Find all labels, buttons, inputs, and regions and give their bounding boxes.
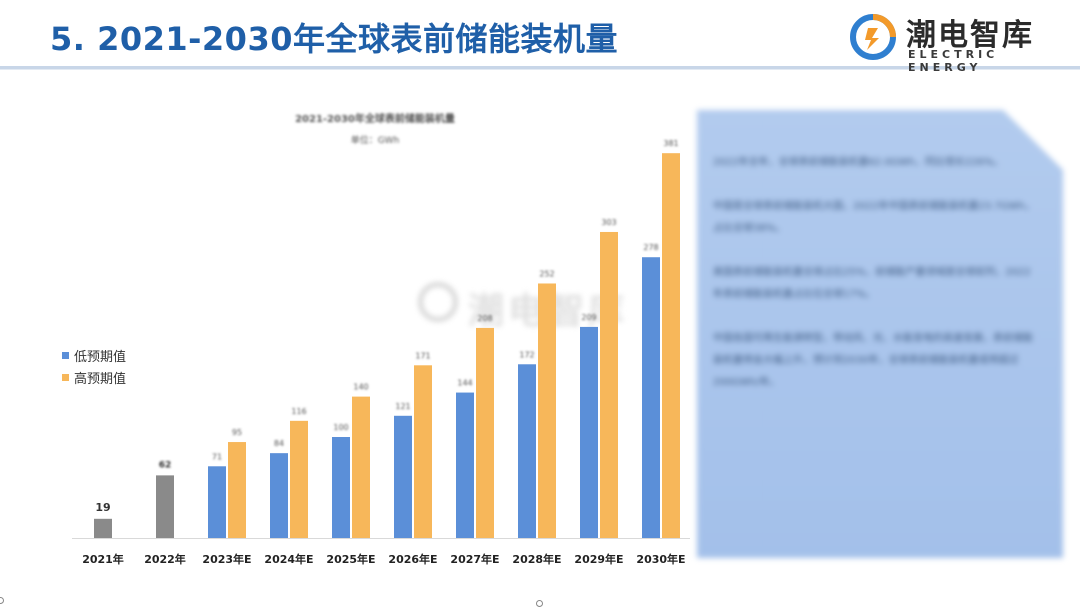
data-label-low: 84 bbox=[274, 439, 284, 448]
data-label-low: 278 bbox=[643, 243, 658, 252]
data-label-low: 172 bbox=[519, 350, 534, 359]
data-label-high: 171 bbox=[415, 351, 430, 360]
x-tick-label: 2025年E bbox=[326, 552, 375, 566]
brand-logo: 潮电智库 ELECTRIC ENERGY bbox=[848, 8, 1070, 74]
bar-low-forecast bbox=[270, 453, 288, 538]
bar-low-forecast bbox=[456, 392, 474, 538]
brand-logo-subtext: ELECTRIC ENERGY bbox=[908, 48, 999, 74]
slide-marker-dot bbox=[536, 600, 543, 607]
note-paragraph: 中国各国可再生能源转型，带动风、光、水能发电的高速发展，表前储能装机量将会大幅上… bbox=[713, 333, 1033, 388]
data-label-high: 303 bbox=[601, 218, 616, 227]
data-label-low: 100 bbox=[333, 423, 348, 432]
bar-high-forecast bbox=[228, 442, 246, 538]
page-title: 5. 2021-2030年全球表前储能装机量 bbox=[50, 20, 618, 58]
data-label-actual: 19 bbox=[95, 501, 110, 514]
data-label-high: 252 bbox=[539, 269, 554, 278]
bar-high-forecast bbox=[414, 365, 432, 538]
bar-high-forecast bbox=[600, 231, 618, 538]
bar-low-forecast bbox=[332, 437, 350, 538]
data-label-actual: 62 bbox=[159, 460, 172, 470]
bar-low-forecast bbox=[394, 415, 412, 538]
note-paragraph: 2022年全年，全球表前储能装机量62.0GWh，同比增长226%。 bbox=[713, 157, 1004, 168]
data-label-low: 144 bbox=[457, 379, 472, 388]
x-tick-label: 2028年E bbox=[512, 552, 561, 566]
title-divider-shadow bbox=[0, 69, 1080, 70]
title-divider bbox=[0, 66, 1080, 69]
data-label-high: 95 bbox=[232, 428, 242, 437]
slide-marker-dot bbox=[0, 597, 4, 604]
x-tick-label: 2024年E bbox=[264, 552, 313, 566]
chart-title: 2021-2030年全球表前储能装机量 bbox=[295, 114, 455, 125]
x-tick-label: 2022年 bbox=[144, 552, 186, 566]
bar-actual bbox=[94, 518, 112, 538]
notes-panel: 2022年全年，全球表前储能装机量62.0GWh，同比增长226%。 中国是全球… bbox=[697, 110, 1063, 558]
x-tick-label: 2026年E bbox=[388, 552, 437, 566]
chart-header: 2021-2030年全球表前储能装机量 单位：GWh bbox=[230, 110, 520, 146]
bar-high-forecast bbox=[476, 327, 494, 538]
legend-item-high: 高预期值 bbox=[62, 366, 126, 388]
data-label-low: 71 bbox=[212, 452, 222, 461]
x-tick-label: 2029年E bbox=[574, 552, 623, 566]
bar-actual bbox=[156, 475, 174, 538]
note-paragraph: 中国是全球表前储能装机大国，2022年中国表前储能装机量23.7GWh，占比全球… bbox=[713, 201, 1035, 234]
data-label-high: 140 bbox=[353, 383, 368, 392]
bar-high-forecast bbox=[662, 153, 680, 538]
data-label-low: 209 bbox=[581, 313, 596, 322]
data-label-low: 121 bbox=[395, 402, 410, 411]
legend-swatch-low bbox=[62, 351, 69, 359]
brand-logo-text: 潮电智库 bbox=[906, 18, 1034, 53]
note-paragraph: 美国表前储能装机量全球占比25%，前储能产量领域居全球前列，2022年表前储能装… bbox=[713, 267, 1031, 300]
bar-chart: 19 2021年 62 2022年 71 95 2023年E 84 116 2024年E 100 14… bbox=[72, 139, 690, 566]
x-tick-label: 2023年E bbox=[202, 552, 251, 566]
x-tick-label: 2021年 bbox=[82, 552, 124, 566]
notes-text: 2022年全年，全球表前储能装机量62.0GWh，同比增长226%。 中国是全球… bbox=[713, 152, 1039, 416]
data-label-high: 208 bbox=[477, 314, 492, 323]
x-tick-label: 2027年E bbox=[450, 552, 499, 566]
chart-legend: 低预期值 高预期值 bbox=[62, 344, 126, 388]
watermark-logo-icon bbox=[418, 282, 458, 322]
legend-item-low: 低预期值 bbox=[62, 344, 126, 366]
bar-high-forecast bbox=[352, 396, 370, 538]
bar-high-forecast bbox=[538, 283, 556, 538]
data-label-high: 381 bbox=[663, 139, 678, 148]
x-tick-label: 2030年E bbox=[636, 552, 685, 566]
bar-low-forecast bbox=[208, 466, 226, 538]
legend-label-low: 低预期值 bbox=[74, 349, 127, 365]
bar-low-forecast bbox=[518, 364, 536, 538]
legend-swatch-high bbox=[62, 373, 69, 381]
data-label-high: 116 bbox=[291, 407, 306, 416]
legend-label-high: 高预期值 bbox=[74, 371, 127, 387]
chart-unit: 单位：GWh bbox=[350, 136, 400, 146]
bar-low-forecast bbox=[642, 257, 660, 538]
bar-low-forecast bbox=[580, 326, 598, 538]
brand-logo-icon bbox=[850, 14, 896, 60]
bar-high-forecast bbox=[290, 420, 308, 538]
